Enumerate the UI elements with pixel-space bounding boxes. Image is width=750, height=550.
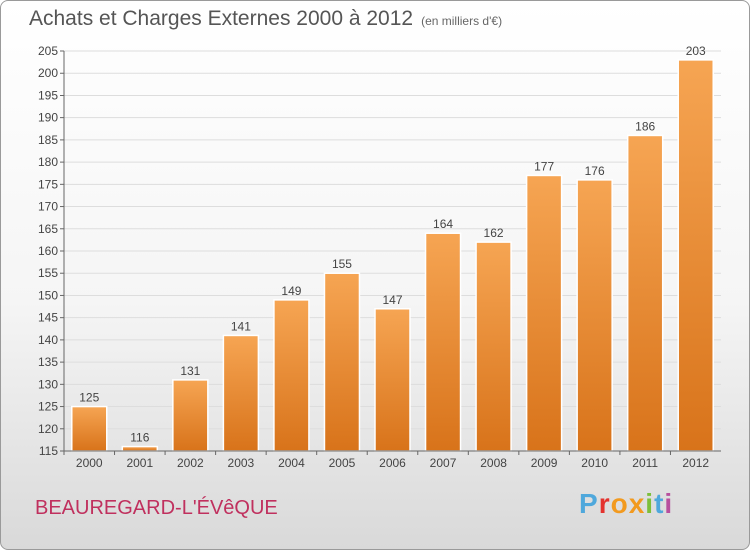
logo-letter: x	[628, 488, 646, 519]
data-label: 131	[180, 364, 200, 378]
y-axis-ticks: 115 120 125 130 135 140 145 150 155 160 165 170 175 1…	[38, 44, 64, 458]
bar	[71, 405, 108, 452]
data-label: 162	[484, 226, 504, 240]
data-label: 203	[686, 44, 706, 58]
y-tick-label: 120	[38, 422, 58, 436]
y-tick-label: 200	[38, 66, 58, 80]
y-tick-label: 195	[38, 88, 58, 102]
logo-letter: P	[579, 488, 599, 519]
y-tick-label: 185	[38, 133, 58, 147]
data-label: 149	[281, 284, 301, 298]
logo-letter: r	[598, 488, 611, 519]
y-tick-label: 155	[38, 266, 58, 280]
data-label: 147	[382, 293, 402, 307]
data-label: 186	[635, 119, 655, 133]
data-label: 164	[433, 217, 453, 231]
bar-chart: 115 120 125 130 135 140 145 150 155 160 165 170 175 1…	[38, 44, 721, 470]
y-tick-label: 145	[38, 311, 58, 325]
bar	[172, 379, 209, 452]
bar	[374, 308, 411, 452]
bar	[424, 232, 462, 452]
y-tick-label: 180	[38, 155, 58, 169]
x-tick-label: 2007	[430, 456, 457, 470]
y-tick-label: 140	[38, 333, 58, 347]
y-tick-label: 130	[38, 377, 58, 391]
data-label: 141	[231, 319, 251, 333]
data-label: 177	[534, 159, 554, 173]
x-tick-label: 2010	[581, 456, 608, 470]
x-tick-label: 2004	[278, 456, 305, 470]
x-tick-label: 2005	[329, 456, 356, 470]
logo-letter: i	[664, 488, 674, 519]
y-tick-label: 170	[38, 200, 58, 214]
data-label: 176	[585, 164, 605, 178]
logo-letter: i	[645, 488, 655, 519]
x-tick-label: 2009	[531, 456, 558, 470]
bars	[71, 59, 714, 452]
commune-name: BEAUREGARD-L'ÉVêQUE	[35, 497, 278, 519]
x-axis-ticks: 2000 2001 2002 2003 2004 2005 2006 2007 2008 2009…	[63, 451, 709, 470]
x-tick-label: 2001	[126, 456, 153, 470]
chart-title-text: Achats et Charges Externes 2000 à 2012	[29, 7, 414, 30]
y-tick-label: 190	[38, 111, 58, 125]
y-tick-label: 115	[39, 444, 58, 458]
x-tick-label: 2003	[228, 456, 255, 470]
chart-units: (en milliers d'€)	[421, 14, 503, 28]
x-tick-label: 2000	[76, 456, 103, 470]
y-tick-label: 135	[38, 355, 58, 369]
x-tick-label: 2008	[480, 456, 507, 470]
x-tick-label: 2012	[682, 456, 709, 470]
x-tick-label: 2002	[177, 456, 204, 470]
bar	[121, 445, 159, 452]
y-tick-label: 125	[38, 400, 58, 414]
bar	[576, 179, 613, 452]
y-tick-label: 160	[38, 244, 58, 258]
y-tick-label: 175	[38, 177, 58, 191]
data-label: 116	[130, 431, 149, 445]
bar	[222, 334, 260, 452]
y-tick-label: 165	[38, 222, 58, 236]
logo-letter: o	[610, 488, 629, 519]
proxiti-logo[interactable]: Proxiti	[579, 488, 673, 520]
data-label: 125	[79, 391, 99, 405]
logo-letter: t	[654, 488, 665, 519]
bar	[626, 134, 664, 452]
bar	[677, 59, 714, 452]
bar	[525, 174, 563, 452]
chart-title: Achats et Charges Externes 2000 à 2012 (e…	[29, 7, 502, 31]
data-labels: 125 116 131 141 149 155 147 164 162 177 176 186 203	[79, 44, 706, 445]
y-tick-label: 205	[38, 44, 58, 58]
bar	[475, 241, 512, 452]
data-label: 155	[332, 257, 352, 271]
y-tick-label: 150	[38, 288, 58, 302]
bar	[323, 272, 361, 452]
x-tick-label: 2011	[632, 456, 658, 470]
bar	[273, 299, 310, 452]
x-tick-label: 2006	[379, 456, 406, 470]
